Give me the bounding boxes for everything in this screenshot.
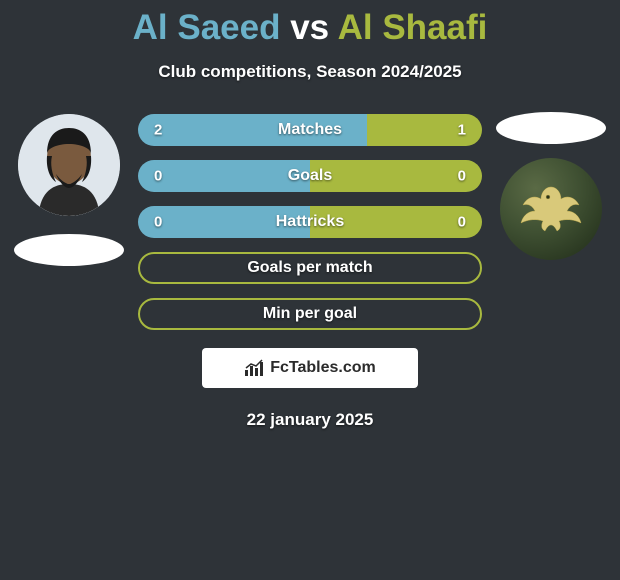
player-right-flag (496, 112, 606, 144)
title-player2: Al Shaafi (338, 8, 488, 47)
stat-label: Min per goal (263, 305, 357, 323)
stat-label: Goals (288, 167, 332, 185)
card-title: Al Saeed vs Al Shaafi (0, 8, 620, 48)
card-date: 22 january 2025 (0, 410, 620, 430)
player-left-flag (14, 234, 124, 266)
person-icon (18, 114, 120, 216)
card-subtitle: Club competitions, Season 2024/2025 (0, 62, 620, 82)
player-left-avatar (18, 114, 120, 216)
stat-value-left: 0 (154, 168, 162, 185)
title-vs: vs (290, 8, 329, 47)
stat-bar: Goals per match (138, 252, 482, 284)
stat-value-right: 0 (458, 168, 466, 185)
player-left-column (4, 114, 134, 266)
comparison-card: Al Saeed vs Al Shaafi Club competitions,… (0, 0, 620, 430)
stat-value-right: 1 (458, 122, 466, 139)
stat-value-left: 2 (154, 122, 162, 139)
stat-bar: 0 0 Hattricks (138, 206, 482, 238)
stat-value-right: 0 (458, 214, 466, 231)
stat-label: Matches (278, 121, 342, 139)
club-crest-icon (511, 169, 591, 249)
stat-bar: Min per goal (138, 298, 482, 330)
comparison-body: 2 1 Matches 0 0 Goals 0 0 Hattricks Goals per mat… (0, 114, 620, 344)
stat-label: Hattricks (276, 213, 344, 231)
brand-badge: FcTables.com (202, 348, 418, 388)
stat-value-left: 0 (154, 214, 162, 231)
title-player1: Al Saeed (133, 8, 281, 47)
stat-bar-right-fill (310, 160, 482, 192)
brand-text: FcTables.com (270, 359, 376, 377)
stat-label: Goals per match (247, 259, 372, 277)
stat-bar: 0 0 Goals (138, 160, 482, 192)
stat-bar: 2 1 Matches (138, 114, 482, 146)
player-right-badge (500, 158, 602, 260)
bar-chart-icon (244, 359, 266, 377)
player-right-column (486, 158, 616, 260)
stat-bars: 2 1 Matches 0 0 Goals 0 0 Hattricks Goals per mat… (138, 114, 482, 330)
stat-bar-left-fill (138, 160, 310, 192)
